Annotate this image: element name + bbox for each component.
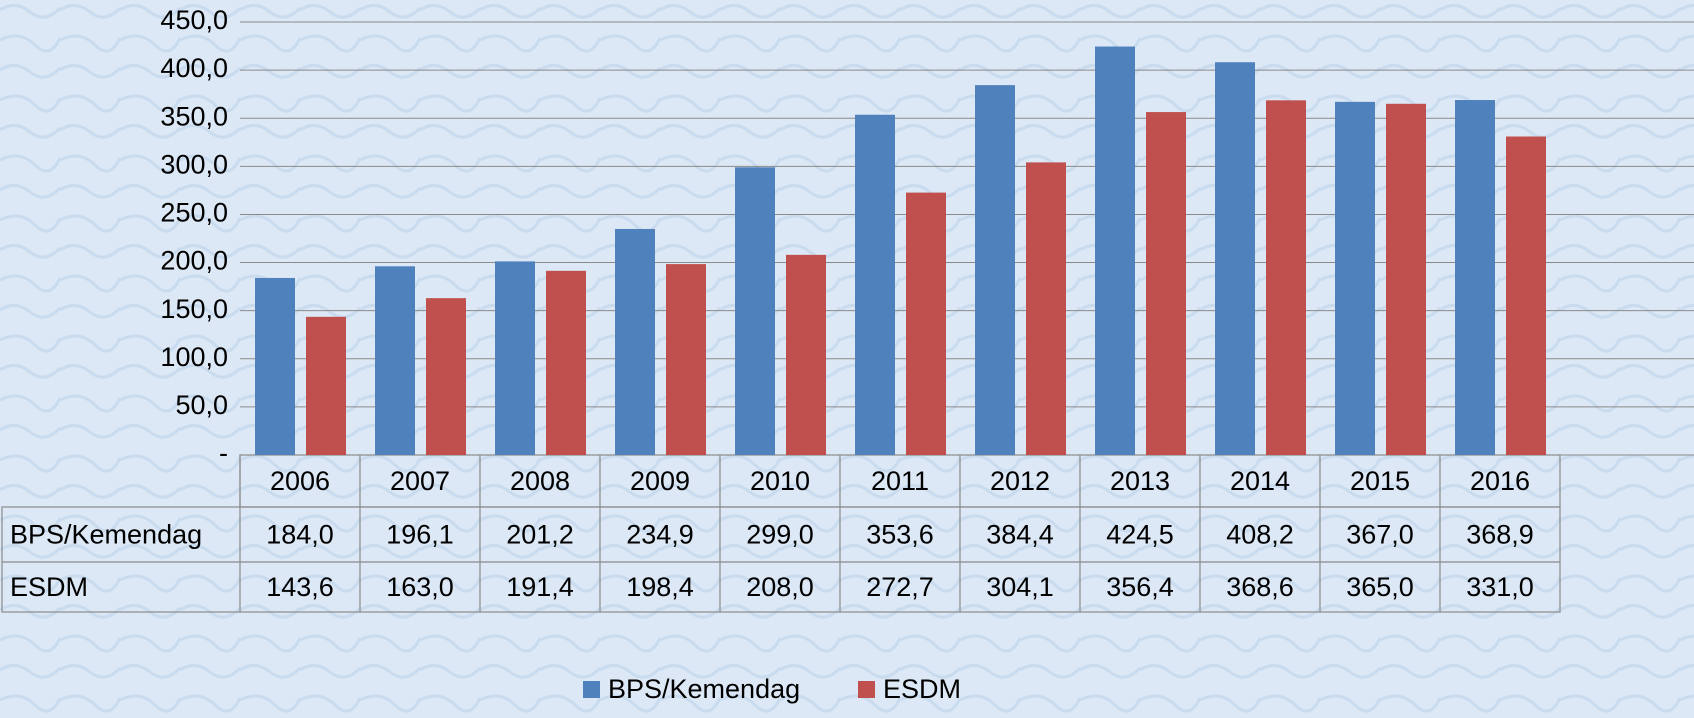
- bar: [735, 167, 775, 455]
- table-value: 196,1: [386, 520, 454, 550]
- bar: [1215, 62, 1255, 456]
- table-value: 272,7: [866, 572, 934, 602]
- bar: [495, 261, 535, 455]
- x-tick-label: 2012: [990, 466, 1050, 496]
- table-value: 367,0: [1346, 520, 1414, 550]
- x-tick-label: 2006: [270, 466, 330, 496]
- bar: [1146, 112, 1186, 456]
- table-value: 368,9: [1466, 520, 1534, 550]
- bar: [1455, 100, 1495, 455]
- table-value: 408,2: [1226, 520, 1294, 550]
- table-row-header: BPS/Kemendag: [10, 520, 202, 550]
- y-tick-label: 400,0: [160, 53, 228, 83]
- table-value: 356,4: [1106, 572, 1174, 602]
- y-tick-label: 250,0: [160, 198, 228, 228]
- table-value: 201,2: [506, 520, 574, 550]
- x-tick-label: 2008: [510, 466, 570, 496]
- bar: [666, 264, 706, 455]
- x-tick-label: 2009: [630, 466, 690, 496]
- table-value: 208,0: [746, 572, 814, 602]
- y-tick-label: -: [219, 438, 228, 468]
- table-value: 384,4: [986, 520, 1054, 550]
- x-tick-label: 2013: [1110, 466, 1170, 496]
- bar: [255, 277, 295, 455]
- bar: [615, 228, 655, 455]
- y-tick-label: 100,0: [160, 342, 228, 372]
- y-tick-label: 350,0: [160, 101, 228, 131]
- table-value: 424,5: [1106, 520, 1174, 550]
- table-value: 365,0: [1346, 572, 1414, 602]
- table-value: 331,0: [1466, 572, 1534, 602]
- legend-label: BPS/Kemendag: [608, 674, 800, 704]
- table-value: 184,0: [266, 520, 334, 550]
- table-value: 353,6: [866, 520, 934, 550]
- y-tick-label: 450,0: [160, 5, 228, 35]
- table-value: 198,4: [626, 572, 694, 602]
- bar: [975, 85, 1015, 456]
- x-tick-label: 2011: [871, 466, 929, 496]
- legend-label: ESDM: [883, 674, 961, 704]
- bar: [375, 266, 415, 455]
- bar: [1335, 101, 1375, 455]
- bar: [1095, 46, 1135, 455]
- table-body-border: [1, 506, 1561, 613]
- bar: [786, 254, 826, 455]
- table-value: 368,6: [1226, 572, 1294, 602]
- table-value: 191,4: [506, 572, 574, 602]
- bar: [1386, 103, 1426, 456]
- y-tick-label: 200,0: [160, 246, 228, 276]
- y-tick-label: 50,0: [175, 390, 228, 420]
- x-tick-label: 2010: [750, 466, 810, 496]
- table-value: 163,0: [386, 572, 454, 602]
- table-row-header: ESDM: [10, 572, 88, 602]
- bar: [1266, 100, 1306, 455]
- bar: [1026, 162, 1066, 455]
- x-tick-label: 2014: [1230, 466, 1290, 496]
- y-tick-label: 300,0: [160, 149, 228, 179]
- x-tick-label: 2015: [1350, 466, 1410, 496]
- bar: [1506, 136, 1546, 455]
- table-value: 234,9: [626, 520, 694, 550]
- table-value: 304,1: [986, 572, 1054, 602]
- x-tick-label: 2007: [390, 466, 450, 496]
- bar: [855, 114, 895, 455]
- x-tick-label: 2016: [1470, 466, 1530, 496]
- table-value: 299,0: [746, 520, 814, 550]
- bar: [906, 192, 946, 456]
- legend-swatch: [858, 681, 875, 698]
- y-tick-label: 150,0: [160, 294, 228, 324]
- bar: [306, 316, 346, 455]
- bar: [426, 298, 466, 455]
- legend-swatch: [583, 681, 600, 698]
- table-value: 143,6: [266, 572, 334, 602]
- bar: [546, 270, 586, 455]
